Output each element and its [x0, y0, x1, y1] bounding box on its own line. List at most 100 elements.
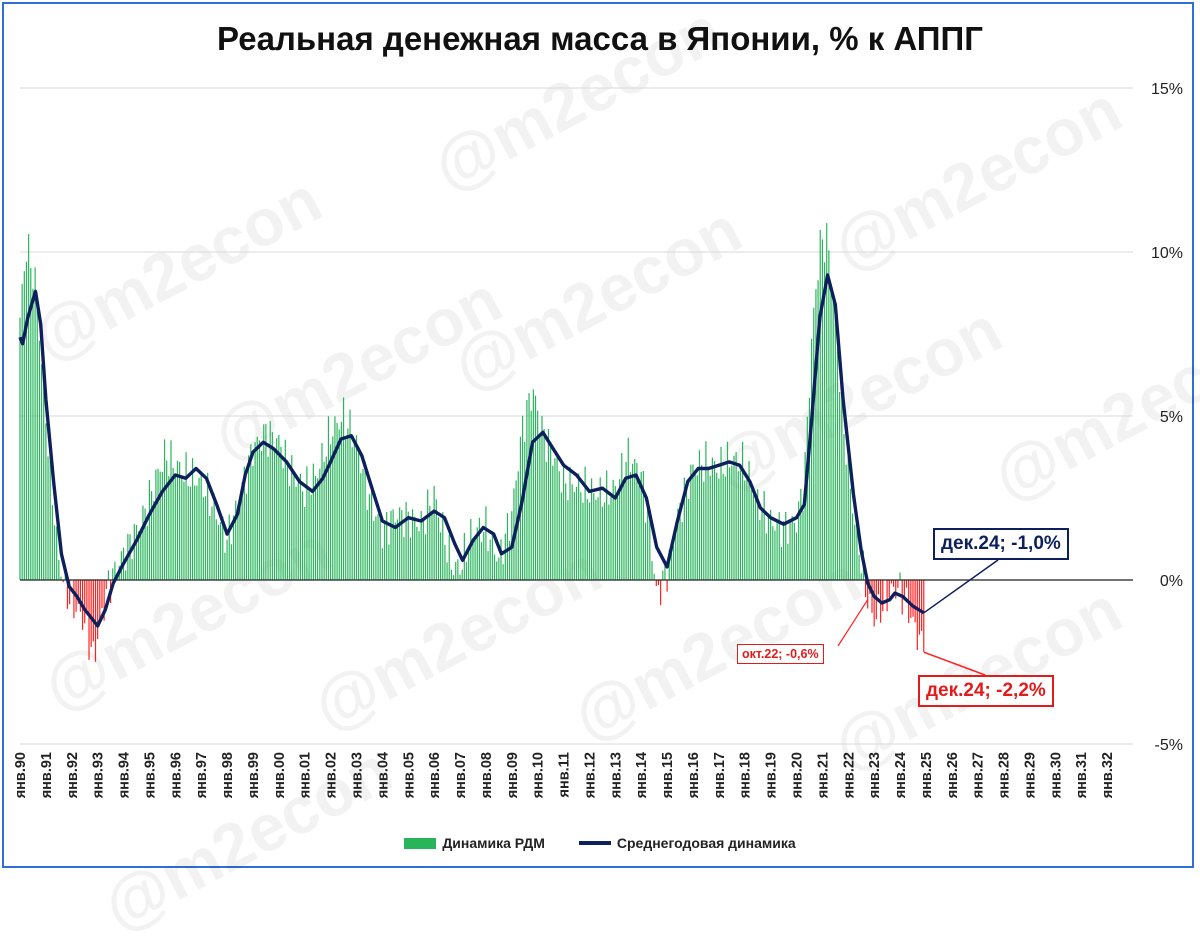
x-tick-label: янв.26 — [945, 752, 961, 798]
avg-line — [18, 273, 925, 628]
legend-swatch-line — [578, 841, 611, 845]
legend-label-bars: Динамика РДМ — [442, 835, 545, 851]
bar-last-callout: дек.24; -2,2% — [918, 675, 1054, 707]
x-tick-label: янв.90 — [13, 752, 29, 798]
bar — [77, 580, 79, 604]
bar — [200, 471, 202, 580]
bar — [787, 543, 789, 580]
bar — [532, 389, 534, 580]
bar — [578, 473, 580, 580]
bar — [841, 384, 843, 580]
bar — [651, 561, 653, 580]
bar — [148, 479, 151, 580]
bar — [675, 534, 677, 580]
bar — [250, 444, 252, 580]
bar — [606, 470, 608, 580]
bar — [832, 295, 834, 580]
bar — [431, 513, 433, 580]
bar — [871, 580, 873, 613]
bar — [550, 446, 552, 580]
bar — [888, 580, 890, 598]
bar — [66, 580, 69, 609]
bar — [140, 528, 142, 580]
bar — [502, 564, 504, 580]
bar — [191, 458, 194, 580]
bar — [194, 485, 196, 580]
bar — [92, 580, 94, 642]
bar — [765, 533, 767, 580]
bar — [470, 519, 472, 580]
bar — [698, 450, 701, 580]
bar — [133, 524, 135, 580]
bar — [560, 492, 562, 580]
x-tick-label: янв.18 — [738, 752, 754, 798]
bar — [418, 531, 420, 580]
y-tick-label: 0% — [1160, 573, 1183, 590]
bar — [806, 416, 808, 580]
bar — [202, 497, 204, 580]
bar — [759, 519, 761, 580]
bar — [811, 338, 813, 580]
bar — [304, 507, 306, 580]
bar — [873, 580, 875, 627]
bar — [86, 580, 88, 613]
x-tick-label: янв.02 — [324, 752, 340, 798]
bar — [176, 460, 179, 580]
bar — [815, 289, 817, 580]
bar — [289, 486, 291, 580]
bar — [709, 475, 711, 580]
y-tick-label: 15% — [1151, 81, 1183, 98]
bar — [263, 424, 265, 580]
bar — [649, 517, 651, 580]
bar — [584, 466, 586, 580]
x-tick-label: янв.99 — [246, 752, 262, 798]
bar — [692, 464, 694, 580]
bar — [448, 534, 450, 580]
bar — [174, 474, 176, 580]
bar — [817, 280, 819, 580]
bar — [892, 580, 895, 587]
bar — [785, 511, 787, 580]
bar — [474, 535, 476, 580]
bar — [379, 518, 381, 580]
avg-last-callout: дек.24; -1,0% — [933, 528, 1069, 560]
bar — [239, 503, 241, 580]
bar — [694, 471, 696, 580]
legend-label-line: Среднегодовая динамика — [616, 835, 796, 851]
bar — [498, 557, 500, 580]
bar — [836, 348, 839, 580]
bar — [146, 525, 148, 580]
bar — [427, 489, 429, 580]
bar — [621, 453, 623, 580]
bar — [323, 461, 325, 580]
bar — [593, 493, 595, 580]
bar — [138, 531, 140, 580]
bar — [170, 440, 172, 580]
x-tick-label: янв.97 — [194, 752, 210, 798]
bar — [767, 516, 770, 580]
x-tick-label: янв.04 — [375, 752, 391, 798]
bar — [299, 473, 302, 580]
bar — [601, 506, 603, 580]
bar — [588, 502, 591, 580]
bar — [220, 522, 222, 580]
bar — [314, 475, 317, 580]
bar — [644, 522, 647, 580]
bar — [345, 436, 347, 580]
chart-legend: Динамика РДМ Среднегодовая динамика — [0, 835, 1200, 851]
bar — [614, 486, 616, 580]
x-tick-label: янв.08 — [479, 752, 495, 798]
bar — [851, 513, 854, 580]
bar — [129, 534, 131, 580]
bar — [217, 524, 220, 580]
bar — [38, 340, 41, 580]
bar — [750, 490, 752, 580]
bar — [627, 437, 629, 580]
bar — [416, 526, 418, 580]
bar — [582, 502, 584, 580]
bar — [172, 468, 174, 580]
bar — [452, 575, 455, 580]
x-tick-label: янв.16 — [686, 752, 702, 798]
bar — [377, 514, 379, 580]
bar — [224, 552, 226, 580]
